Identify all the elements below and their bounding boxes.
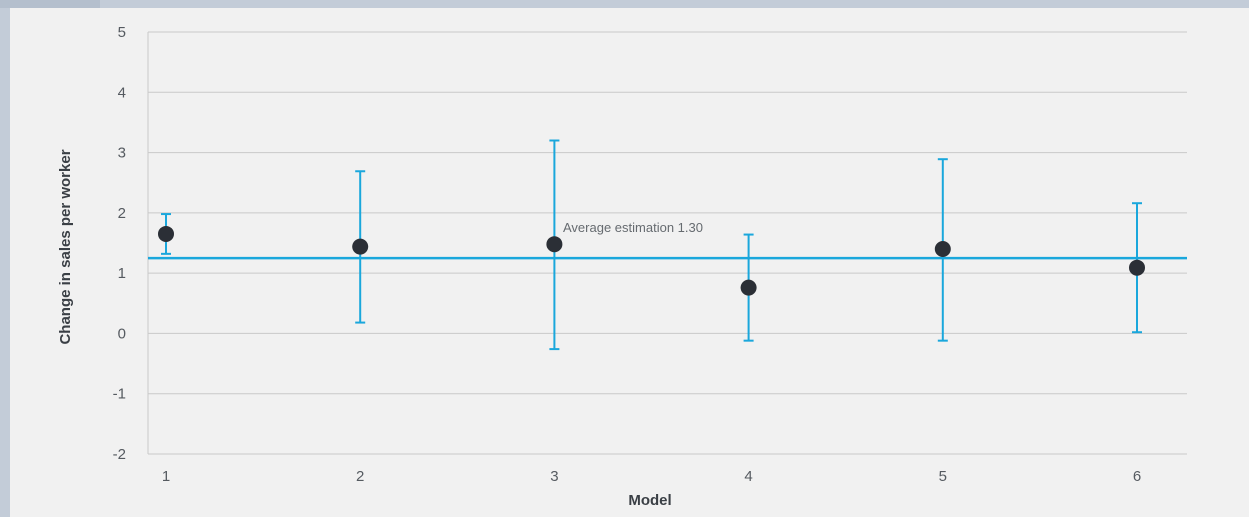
- x-tick-label: 4: [744, 468, 752, 485]
- data-point: [158, 225, 174, 242]
- y-tick-label: 4: [118, 84, 126, 101]
- x-tick-label: 3: [550, 468, 558, 485]
- data-point: [934, 241, 951, 258]
- x-axis-title: Model: [628, 492, 671, 509]
- y-axis-ticks: 5 4 3 2 1 0 -1 -2: [113, 24, 126, 463]
- y-tick-label: 5: [118, 24, 126, 41]
- reference-line-group: Average estimation 1.30: [148, 220, 1187, 260]
- x-tick-label: 5: [939, 468, 947, 485]
- data-point: [740, 279, 757, 296]
- data-point: [1129, 259, 1145, 276]
- error-bars: [161, 139, 1142, 351]
- data-point: [352, 238, 369, 255]
- x-tick-label: 1: [162, 468, 170, 485]
- grid-lines: [147, 31, 1187, 455]
- top-left-accent: [0, 0, 100, 8]
- data-points: [158, 225, 1145, 296]
- data-point: [546, 236, 563, 253]
- y-tick-label: -2: [113, 446, 126, 463]
- average-reference-label: Average estimation 1.30: [563, 220, 703, 235]
- x-axis-ticks: 1 2 3 4 5 6: [162, 468, 1141, 485]
- y-axis-title: Change in sales per worker: [57, 149, 74, 344]
- y-tick-label: 1: [118, 265, 126, 282]
- chart-panel: [10, 8, 1249, 517]
- y-tick-label: 0: [118, 325, 126, 342]
- y-tick-label: -1: [113, 386, 126, 403]
- y-tick-label: 3: [118, 145, 126, 162]
- x-tick-label: 2: [356, 468, 364, 485]
- y-tick-label: 2: [118, 205, 126, 222]
- x-tick-label: 6: [1133, 468, 1141, 485]
